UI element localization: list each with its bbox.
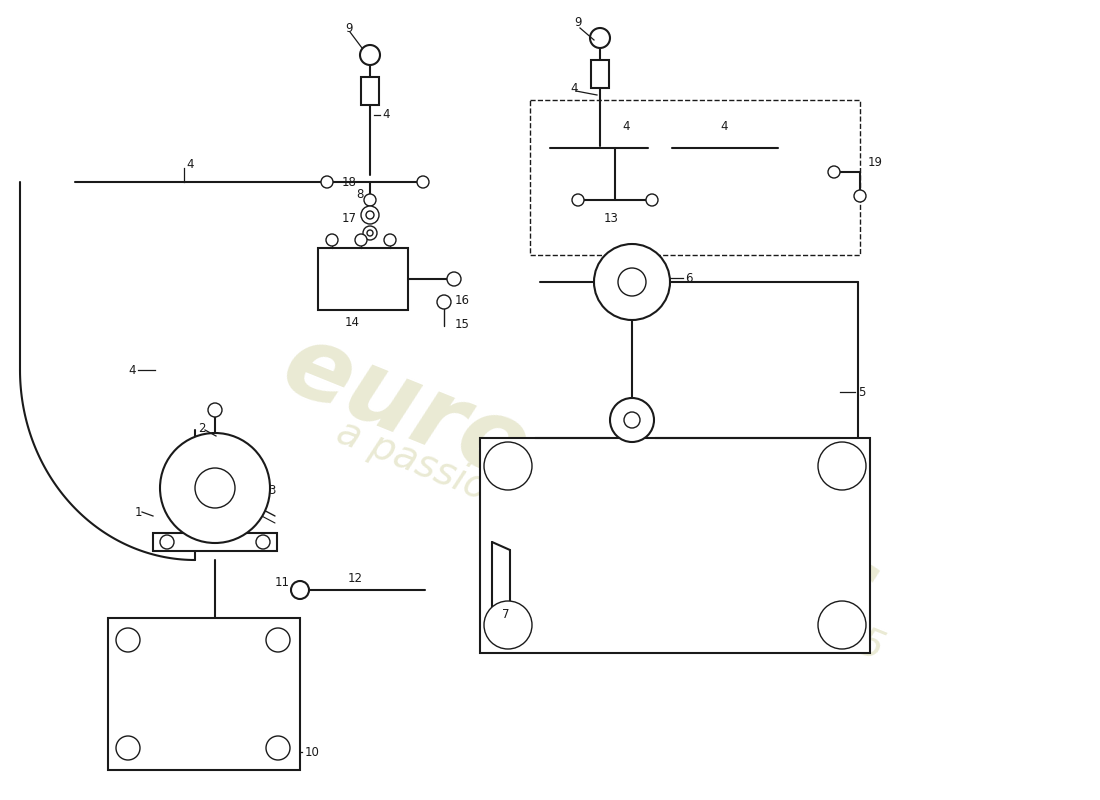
Text: a passion for parts since 1985: a passion for parts since 1985 bbox=[331, 413, 889, 667]
Circle shape bbox=[195, 468, 235, 508]
Circle shape bbox=[417, 176, 429, 188]
Text: 2: 2 bbox=[198, 422, 206, 434]
Text: 6: 6 bbox=[685, 271, 693, 285]
Text: 14: 14 bbox=[345, 315, 360, 329]
Text: 9: 9 bbox=[345, 22, 352, 34]
Circle shape bbox=[256, 535, 270, 549]
Bar bbox=[361, 77, 379, 105]
Bar bbox=[318, 248, 408, 310]
Circle shape bbox=[818, 601, 866, 649]
Circle shape bbox=[355, 234, 367, 246]
Circle shape bbox=[116, 736, 140, 760]
Circle shape bbox=[384, 234, 396, 246]
Text: 18: 18 bbox=[342, 177, 356, 190]
Bar bbox=[108, 618, 300, 770]
Circle shape bbox=[326, 234, 338, 246]
Circle shape bbox=[610, 398, 654, 442]
Bar bbox=[530, 100, 860, 255]
Bar bbox=[618, 467, 646, 481]
Circle shape bbox=[360, 45, 379, 65]
Text: 17: 17 bbox=[342, 211, 358, 225]
Circle shape bbox=[361, 206, 379, 224]
Text: 3: 3 bbox=[268, 483, 275, 497]
Circle shape bbox=[292, 581, 309, 599]
Text: 4: 4 bbox=[570, 82, 578, 94]
Text: 8: 8 bbox=[356, 187, 363, 201]
Text: 12: 12 bbox=[348, 571, 363, 585]
Circle shape bbox=[266, 628, 290, 652]
Text: 15: 15 bbox=[455, 318, 470, 331]
Circle shape bbox=[363, 226, 377, 240]
Text: eurospares: eurospares bbox=[268, 317, 891, 643]
Circle shape bbox=[437, 295, 451, 309]
Circle shape bbox=[828, 166, 840, 178]
Text: 4: 4 bbox=[382, 109, 389, 122]
Circle shape bbox=[618, 268, 646, 296]
Circle shape bbox=[116, 628, 140, 652]
Text: 7: 7 bbox=[502, 609, 509, 622]
Bar bbox=[591, 60, 609, 88]
Circle shape bbox=[367, 230, 373, 236]
Text: 4: 4 bbox=[621, 119, 629, 133]
Text: 9: 9 bbox=[574, 15, 582, 29]
Circle shape bbox=[818, 442, 866, 490]
Circle shape bbox=[266, 736, 290, 760]
Circle shape bbox=[364, 194, 376, 206]
Circle shape bbox=[594, 244, 670, 320]
Circle shape bbox=[590, 28, 610, 48]
Circle shape bbox=[366, 211, 374, 219]
Circle shape bbox=[572, 194, 584, 206]
Circle shape bbox=[160, 433, 270, 543]
Circle shape bbox=[160, 535, 174, 549]
Circle shape bbox=[447, 272, 461, 286]
Bar bbox=[153, 533, 277, 551]
Text: 1: 1 bbox=[135, 506, 143, 518]
Text: 4: 4 bbox=[186, 158, 194, 171]
Text: 4: 4 bbox=[128, 363, 135, 377]
Text: 11: 11 bbox=[275, 575, 290, 589]
Text: 13: 13 bbox=[604, 211, 619, 225]
Text: 16: 16 bbox=[455, 294, 470, 306]
Circle shape bbox=[484, 442, 532, 490]
Circle shape bbox=[854, 190, 866, 202]
Circle shape bbox=[321, 176, 333, 188]
Text: 19: 19 bbox=[868, 155, 883, 169]
Bar bbox=[480, 438, 870, 653]
Text: 5: 5 bbox=[858, 386, 866, 398]
Circle shape bbox=[624, 412, 640, 428]
Circle shape bbox=[646, 194, 658, 206]
Text: 4: 4 bbox=[720, 119, 727, 133]
Text: 10: 10 bbox=[305, 746, 320, 758]
Circle shape bbox=[484, 601, 532, 649]
Circle shape bbox=[208, 403, 222, 417]
